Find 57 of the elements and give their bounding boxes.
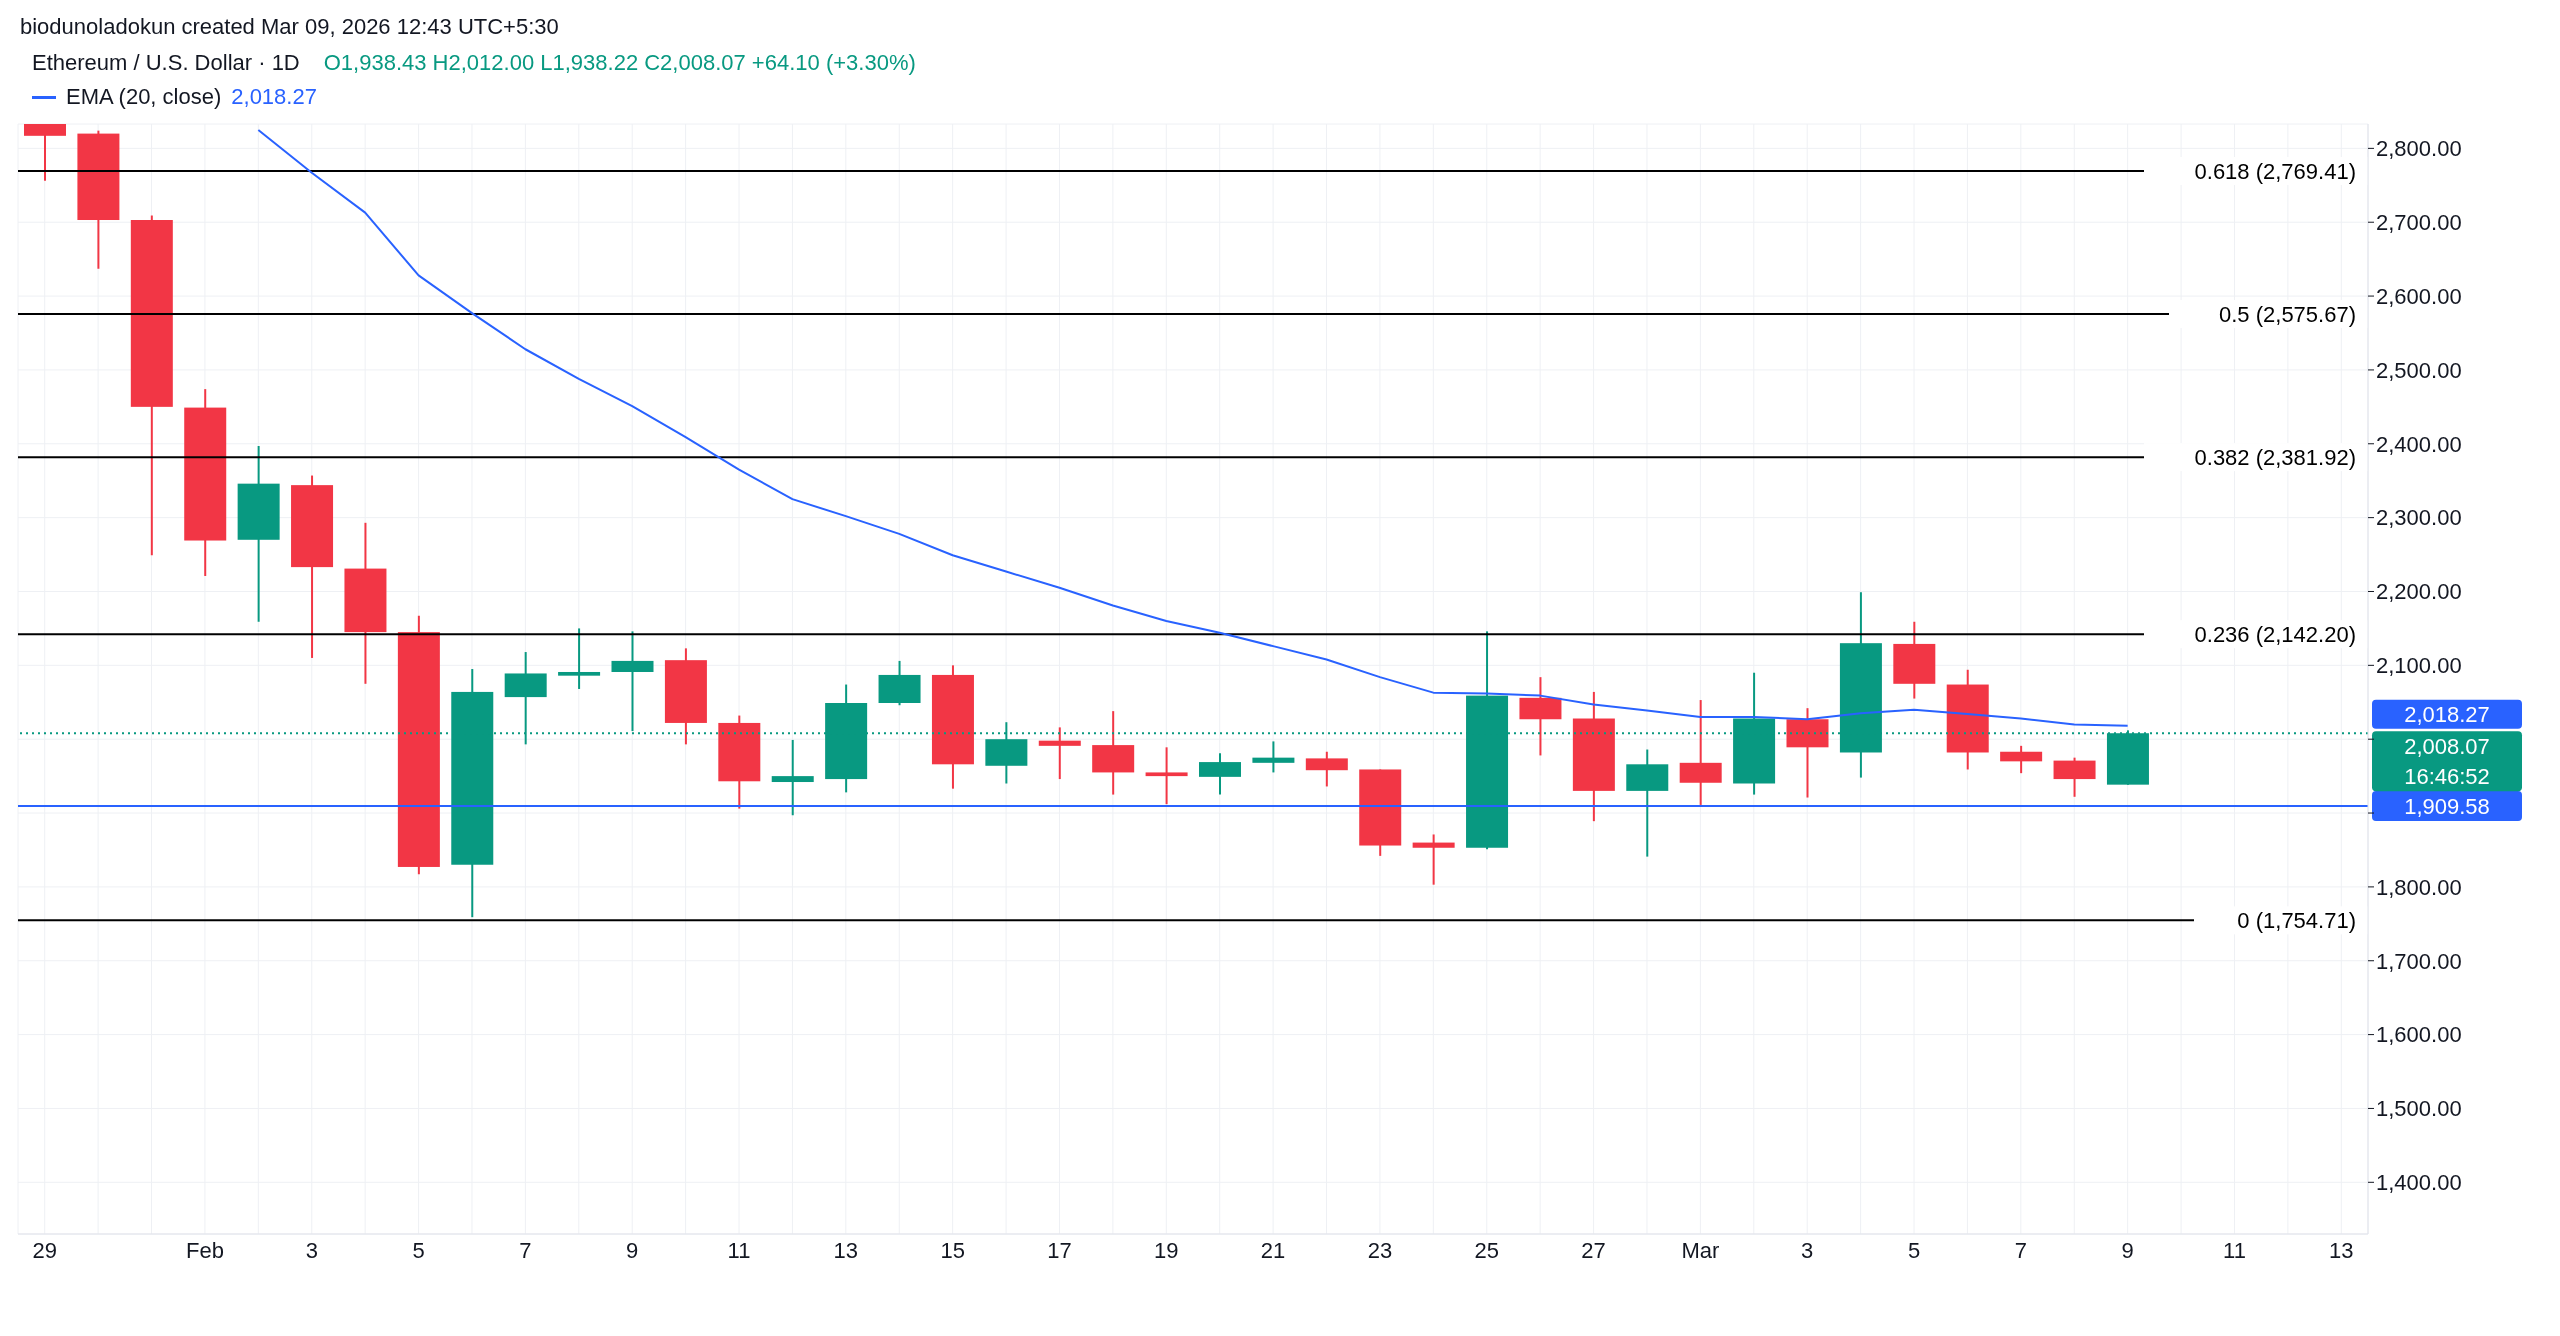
- y-tick-label: 1,500.00: [2376, 1096, 2462, 1122]
- x-tick-label: 21: [1260, 1237, 1286, 1263]
- x-tick-label: 19: [1154, 1237, 1179, 1263]
- x-tick-label: 3: [1801, 1237, 1814, 1263]
- candlestick: [558, 627, 601, 690]
- candlestick: [1412, 833, 1455, 886]
- x-tick-label: 9: [626, 1237, 639, 1263]
- x-tick-label: 23: [1367, 1237, 1393, 1263]
- x-tick-label: 9: [2121, 1237, 2134, 1263]
- line-series: [257, 128, 2129, 727]
- chart-title: Ethereum / U.S. Dollar · 1D: [32, 50, 300, 76]
- x-tick-label: 7: [2014, 1237, 2027, 1263]
- x-tick-label: 17: [1047, 1237, 1072, 1263]
- x-tick-label: 7: [519, 1237, 532, 1263]
- x-tick-label: 25: [1474, 1237, 1499, 1263]
- ref-line-label: 0.618 (2,769.41): [2194, 158, 2356, 184]
- x-tick-label: 11: [2223, 1237, 2246, 1263]
- y-tick-label: 1,700.00: [2376, 948, 2462, 974]
- x-tick-label: 15: [940, 1237, 965, 1263]
- y-tick-label: 2,700.00: [2376, 210, 2462, 236]
- candlestick: [771, 738, 814, 817]
- ref-line-label: 0 (1,754.71): [2237, 908, 2356, 934]
- ref-line-label: 0.382 (2,381.92): [2194, 445, 2356, 471]
- candlestick: [1038, 726, 1081, 781]
- y-tick-label: 1,600.00: [2376, 1022, 2462, 1048]
- x-tick-label: 29: [32, 1237, 57, 1263]
- candlestick: [2000, 744, 2043, 775]
- y-tick-label: 2,500.00: [2376, 357, 2462, 383]
- text: O1,938.43 H2,012.00 L1,938.22 C2,008.07 +64.10 (+3.30%): [323, 50, 916, 76]
- text: 2,018.27: [231, 84, 317, 110]
- x-tick-label: 13: [833, 1237, 859, 1263]
- y-tick-label: 2,600.00: [2376, 283, 2462, 309]
- y-tick-label: 2,100.00: [2376, 653, 2462, 679]
- text: 16:46:52: [2404, 764, 2490, 790]
- ref-line-label: 2,008.07: [2404, 734, 2490, 760]
- y-tick-label: 2,800.00: [2376, 136, 2462, 162]
- y-tick-label: 1,400.00: [2376, 1170, 2462, 1196]
- chart-subtitle: biodunoladokun created Mar 09, 2026 12:43 UTC+5:30: [19, 13, 560, 41]
- ref-line-label: 1,909.58: [2404, 793, 2490, 819]
- candlestick: [1145, 746, 1188, 806]
- x-tick-label: 11: [727, 1237, 751, 1263]
- x-tick-label: 27: [1581, 1237, 1606, 1263]
- text: 2,018.27: [2404, 701, 2490, 727]
- y-tick-label: 1,800.00: [2376, 874, 2462, 900]
- x-tick-label: 5: [1907, 1237, 1921, 1263]
- candlestick: [1252, 740, 1295, 774]
- x-tick-label: Feb: [185, 1237, 224, 1263]
- x-tick-label: 13: [2329, 1237, 2354, 1263]
- x-tick-label: Mar: [1681, 1237, 1720, 1263]
- ref-line-label: 0.236 (2,142.20): [2194, 622, 2356, 648]
- legend-label: EMA (20, close): [66, 84, 222, 110]
- x-tick-label: 5: [412, 1237, 425, 1263]
- y-tick-label: 2,200.00: [2376, 579, 2462, 605]
- ref-line-label: 0.5 (2,575.67): [2219, 302, 2356, 328]
- y-tick-label: 2,300.00: [2376, 505, 2462, 531]
- x-tick-label: 3: [305, 1237, 318, 1263]
- y-tick-label: 2,400.00: [2376, 431, 2462, 457]
